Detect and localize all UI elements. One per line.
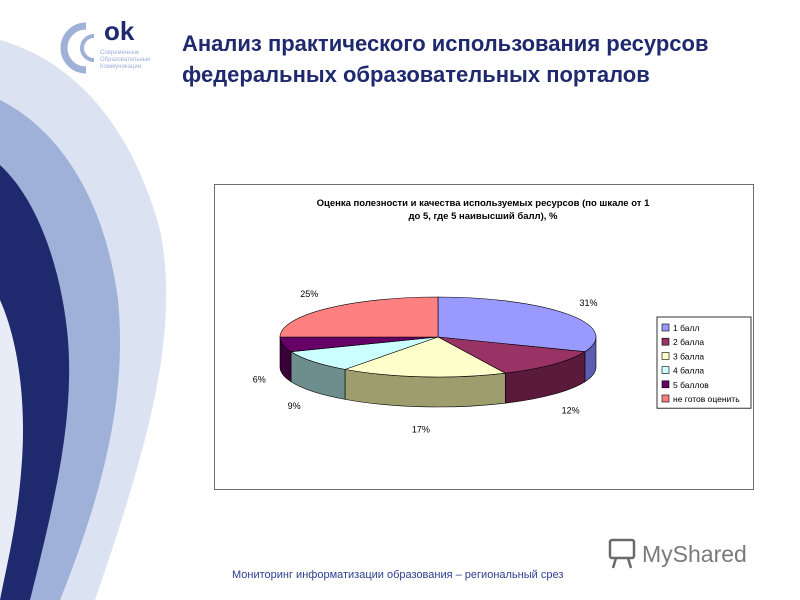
slide-title: Анализ практического использования ресур… (182, 31, 709, 87)
legend-label-2: 2 балла (673, 337, 704, 347)
legend-label-1: 1 балл (673, 323, 699, 333)
watermark-graphic: MyShared (608, 538, 747, 569)
legend-label-4: 4 балла (673, 366, 704, 376)
footer-caption: Мониторинг информатизации образования – … (232, 569, 564, 581)
data-label-4: 9% (288, 401, 301, 411)
presentation-screen-icon (608, 538, 636, 560)
chart-legend: 1 балл 2 балла 3 балла 4 балла 5 баллов не го… (656, 316, 752, 409)
logo-caption-2: Образовательные (100, 57, 151, 63)
logo-caption-1: Современные (100, 50, 140, 56)
watermark-text: MyShared (642, 541, 747, 567)
pie-slice-1 (437, 296, 597, 353)
legend-box (656, 316, 752, 409)
legend-swatch-1 (661, 323, 670, 332)
legend-swatch-3 (661, 352, 670, 360)
background-arc-inner (0, 300, 24, 600)
logo-caption-3: Коммуникации (100, 64, 141, 70)
legend-swatch-5 (661, 380, 670, 389)
data-label-1: 31% (580, 298, 598, 308)
company-logo: ok Современные Образовательные Коммуника… (52, 14, 172, 80)
pie-data-labels: 31% 12% 17% 9% 6% 25% (253, 289, 598, 435)
pie-slices (279, 296, 597, 378)
logo-mark: ok Современные Образовательные Коммуника… (60, 16, 151, 74)
chart-title-line-2: до 5, где 5 наивысший балл), % (409, 211, 559, 222)
legend-label-5: 5 баллов (673, 380, 709, 390)
pie-chart: Оценка полезности и качества используемы… (253, 198, 752, 435)
pie-slice-6 (279, 296, 439, 338)
data-label-3: 17% (412, 425, 430, 435)
legend-swatch-4 (661, 366, 670, 374)
legend-label-6: не готов оценить (673, 394, 740, 404)
legend-swatch-6 (661, 394, 670, 403)
data-label-6: 25% (300, 289, 318, 299)
logo-letters: ok (104, 16, 135, 46)
data-label-2: 12% (562, 405, 580, 415)
watermark: MyShared (606, 534, 766, 574)
legend-swatch-2 (661, 337, 670, 346)
data-label-5: 6% (253, 375, 266, 385)
pie-slice-3 (343, 336, 507, 378)
chart-frame: Оценка полезности и качества используемы… (214, 184, 754, 490)
chart-title-line-1: Оценка полезности и качества используемы… (317, 198, 650, 209)
pie-slice-4 (290, 336, 439, 370)
legend-label-3: 3 балла (673, 351, 704, 361)
pie-slice-2 (437, 336, 586, 374)
